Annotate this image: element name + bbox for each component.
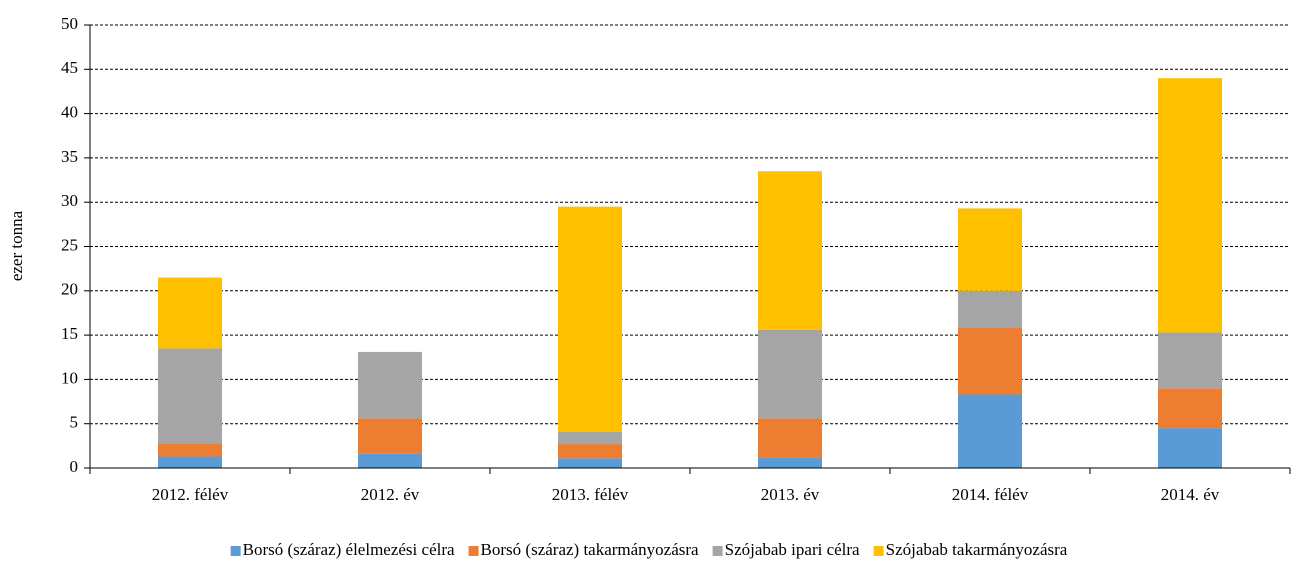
y-axis-label: ezer tonna [7, 210, 26, 281]
bar-segment [358, 418, 422, 454]
y-tick-label: 5 [70, 413, 79, 432]
x-tick-label: 2012. félév [152, 485, 229, 504]
y-tick-label: 10 [61, 368, 78, 387]
bar-segment [958, 290, 1022, 329]
legend-swatch [468, 546, 479, 556]
x-tick-label: 2012. év [361, 485, 420, 504]
bar-segment [958, 394, 1022, 468]
bar-segment [158, 456, 222, 468]
x-tick-label: 2014. félév [952, 485, 1029, 504]
bar-segment [358, 453, 422, 468]
bar-segment [958, 208, 1022, 291]
y-tick-label: 30 [61, 191, 78, 210]
legend-label: Borsó (száraz) élelmezési célra [243, 540, 455, 559]
bar-segment [758, 418, 822, 458]
y-tick-label: 35 [61, 147, 78, 166]
y-tick-label: 50 [61, 14, 78, 33]
bar-segment [1158, 332, 1222, 389]
y-tick-label: 15 [61, 324, 78, 343]
x-tick-label: 2014. év [1161, 485, 1220, 504]
bar-segment [1158, 78, 1222, 333]
bar-segment [758, 171, 822, 330]
y-tick-label: 40 [61, 103, 78, 122]
bar-segment [558, 431, 622, 445]
bar-segment [558, 444, 622, 459]
bar-segment [158, 348, 222, 444]
legend-swatch [712, 546, 723, 556]
legend-swatch [873, 546, 884, 556]
bar-segment [1158, 428, 1222, 468]
y-tick-label: 0 [70, 457, 79, 476]
bar-segment [158, 443, 222, 457]
legend-swatch [230, 546, 241, 556]
legend-label: Szójabab ipari célra [725, 540, 860, 559]
bar-segment [1158, 388, 1222, 429]
y-tick-label: 25 [61, 235, 78, 254]
bar-segment [558, 458, 622, 468]
bar-segment [758, 457, 822, 468]
legend-label: Szójabab takarmányozásra [886, 540, 1068, 559]
x-tick-label: 2013. év [761, 485, 820, 504]
bar-segment [158, 277, 222, 349]
bar-segment [558, 206, 622, 432]
bar-segment [758, 329, 822, 419]
legend-label: Borsó (száraz) takarmányozásra [481, 540, 700, 559]
bar-segment [958, 328, 1022, 395]
y-tick-label: 20 [61, 280, 78, 299]
y-tick-label: 45 [61, 58, 78, 77]
x-tick-label: 2013. félév [552, 485, 629, 504]
bar-segment [358, 351, 422, 419]
